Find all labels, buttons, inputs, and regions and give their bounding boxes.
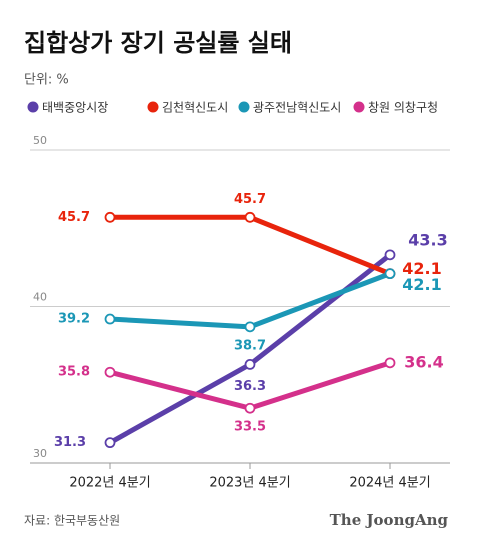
point <box>384 249 396 261</box>
chart-title: 집합상가 장기 공실률 실태 <box>24 29 292 57</box>
point <box>244 321 256 333</box>
data-label: 43.3 <box>408 230 447 249</box>
series-line <box>110 214 391 276</box>
y-tick-label: 30 <box>33 447 47 460</box>
point <box>384 268 396 280</box>
chart-subtitle: 단위: % <box>24 73 69 88</box>
legend-marker <box>27 101 39 113</box>
data-label: 45.7 <box>58 210 90 225</box>
legend-label: 광주전남혁신도시 <box>253 101 341 115</box>
point <box>244 211 256 223</box>
point <box>104 366 116 378</box>
legend-marker <box>238 101 250 113</box>
point <box>244 359 256 370</box>
data-label: 42.1 <box>402 259 441 278</box>
point <box>244 402 256 414</box>
data-label: 38.7 <box>234 338 266 353</box>
y-tick-label: 40 <box>33 291 47 304</box>
legend-label: 김천혁신도시 <box>162 100 228 115</box>
data-label: 42.1 <box>402 275 441 294</box>
data-label: 39.2 <box>58 312 90 327</box>
legend-label: 창원 의창구청 <box>368 101 438 115</box>
brand: The JoongAng <box>330 511 449 529</box>
point <box>384 357 396 369</box>
legend-label: 태백중앙시장 <box>42 101 108 115</box>
data-label: 45.7 <box>234 192 266 207</box>
data-label: 33.5 <box>234 420 266 435</box>
source: 자료: 한국부동산원 <box>24 514 120 528</box>
point <box>104 211 116 223</box>
data-label: 31.3 <box>54 435 86 450</box>
x-tick-label: 2022년 4분기 <box>69 476 150 491</box>
data-label: 36.3 <box>234 379 266 394</box>
point <box>104 437 116 449</box>
legend-marker <box>147 101 159 113</box>
x-tick-label: 2024년 4분기 <box>349 476 430 491</box>
series-line <box>109 271 391 330</box>
data-label: 36.4 <box>404 352 443 371</box>
x-tick-label: 2023년 4분기 <box>209 476 290 491</box>
y-tick-label: 50 <box>33 134 47 147</box>
legend-marker <box>353 101 365 113</box>
data-label: 35.8 <box>58 365 90 380</box>
point <box>104 313 116 325</box>
